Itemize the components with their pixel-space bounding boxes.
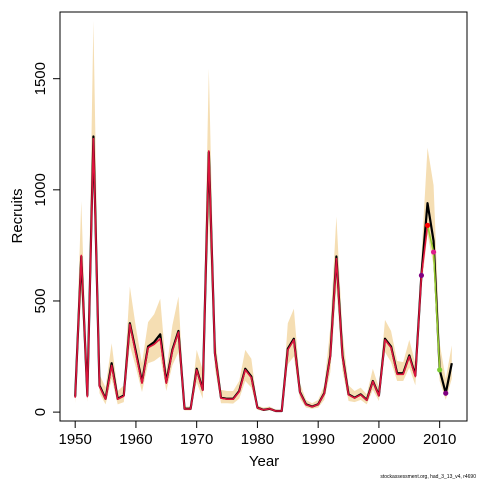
data-point-2008	[424, 222, 431, 228]
x-tick-label-1950: 1950	[58, 431, 91, 448]
footnote-text: stockassessment.org, had_3_13_v4, r4690	[380, 474, 476, 480]
data-point-2009	[430, 249, 437, 255]
x-axis-label: Year	[249, 453, 279, 470]
x-tick-label-1960: 1960	[119, 431, 152, 448]
x-tick-label-2000: 2000	[362, 431, 395, 448]
y-tick-label-1500: 1500	[32, 62, 49, 95]
y-tick-label-1000: 1000	[32, 173, 49, 206]
x-axis: 1950 1960 1970 1980 1990 2000 2010	[58, 420, 456, 448]
y-tick-label-0: 0	[32, 408, 49, 416]
x-tick-label-1970: 1970	[180, 431, 213, 448]
x-tick-label-2010: 2010	[423, 431, 456, 448]
confidence-band	[75, 20, 452, 412]
y-tick-label-500: 500	[32, 288, 49, 313]
series-line-layer	[74, 135, 453, 413]
y-axis: 0 500 1000 1500	[32, 62, 61, 416]
x-tick-label-1980: 1980	[241, 431, 274, 448]
point-layer	[418, 222, 449, 396]
data-point-2007	[418, 272, 425, 279]
confidence-band-layer	[75, 20, 452, 412]
overlay-series-line	[74, 137, 429, 412]
y-axis-label: Recruits	[9, 188, 26, 243]
data-point-2010	[437, 367, 443, 373]
x-tick-label-1990: 1990	[301, 431, 334, 448]
data-point-2011	[443, 390, 449, 396]
